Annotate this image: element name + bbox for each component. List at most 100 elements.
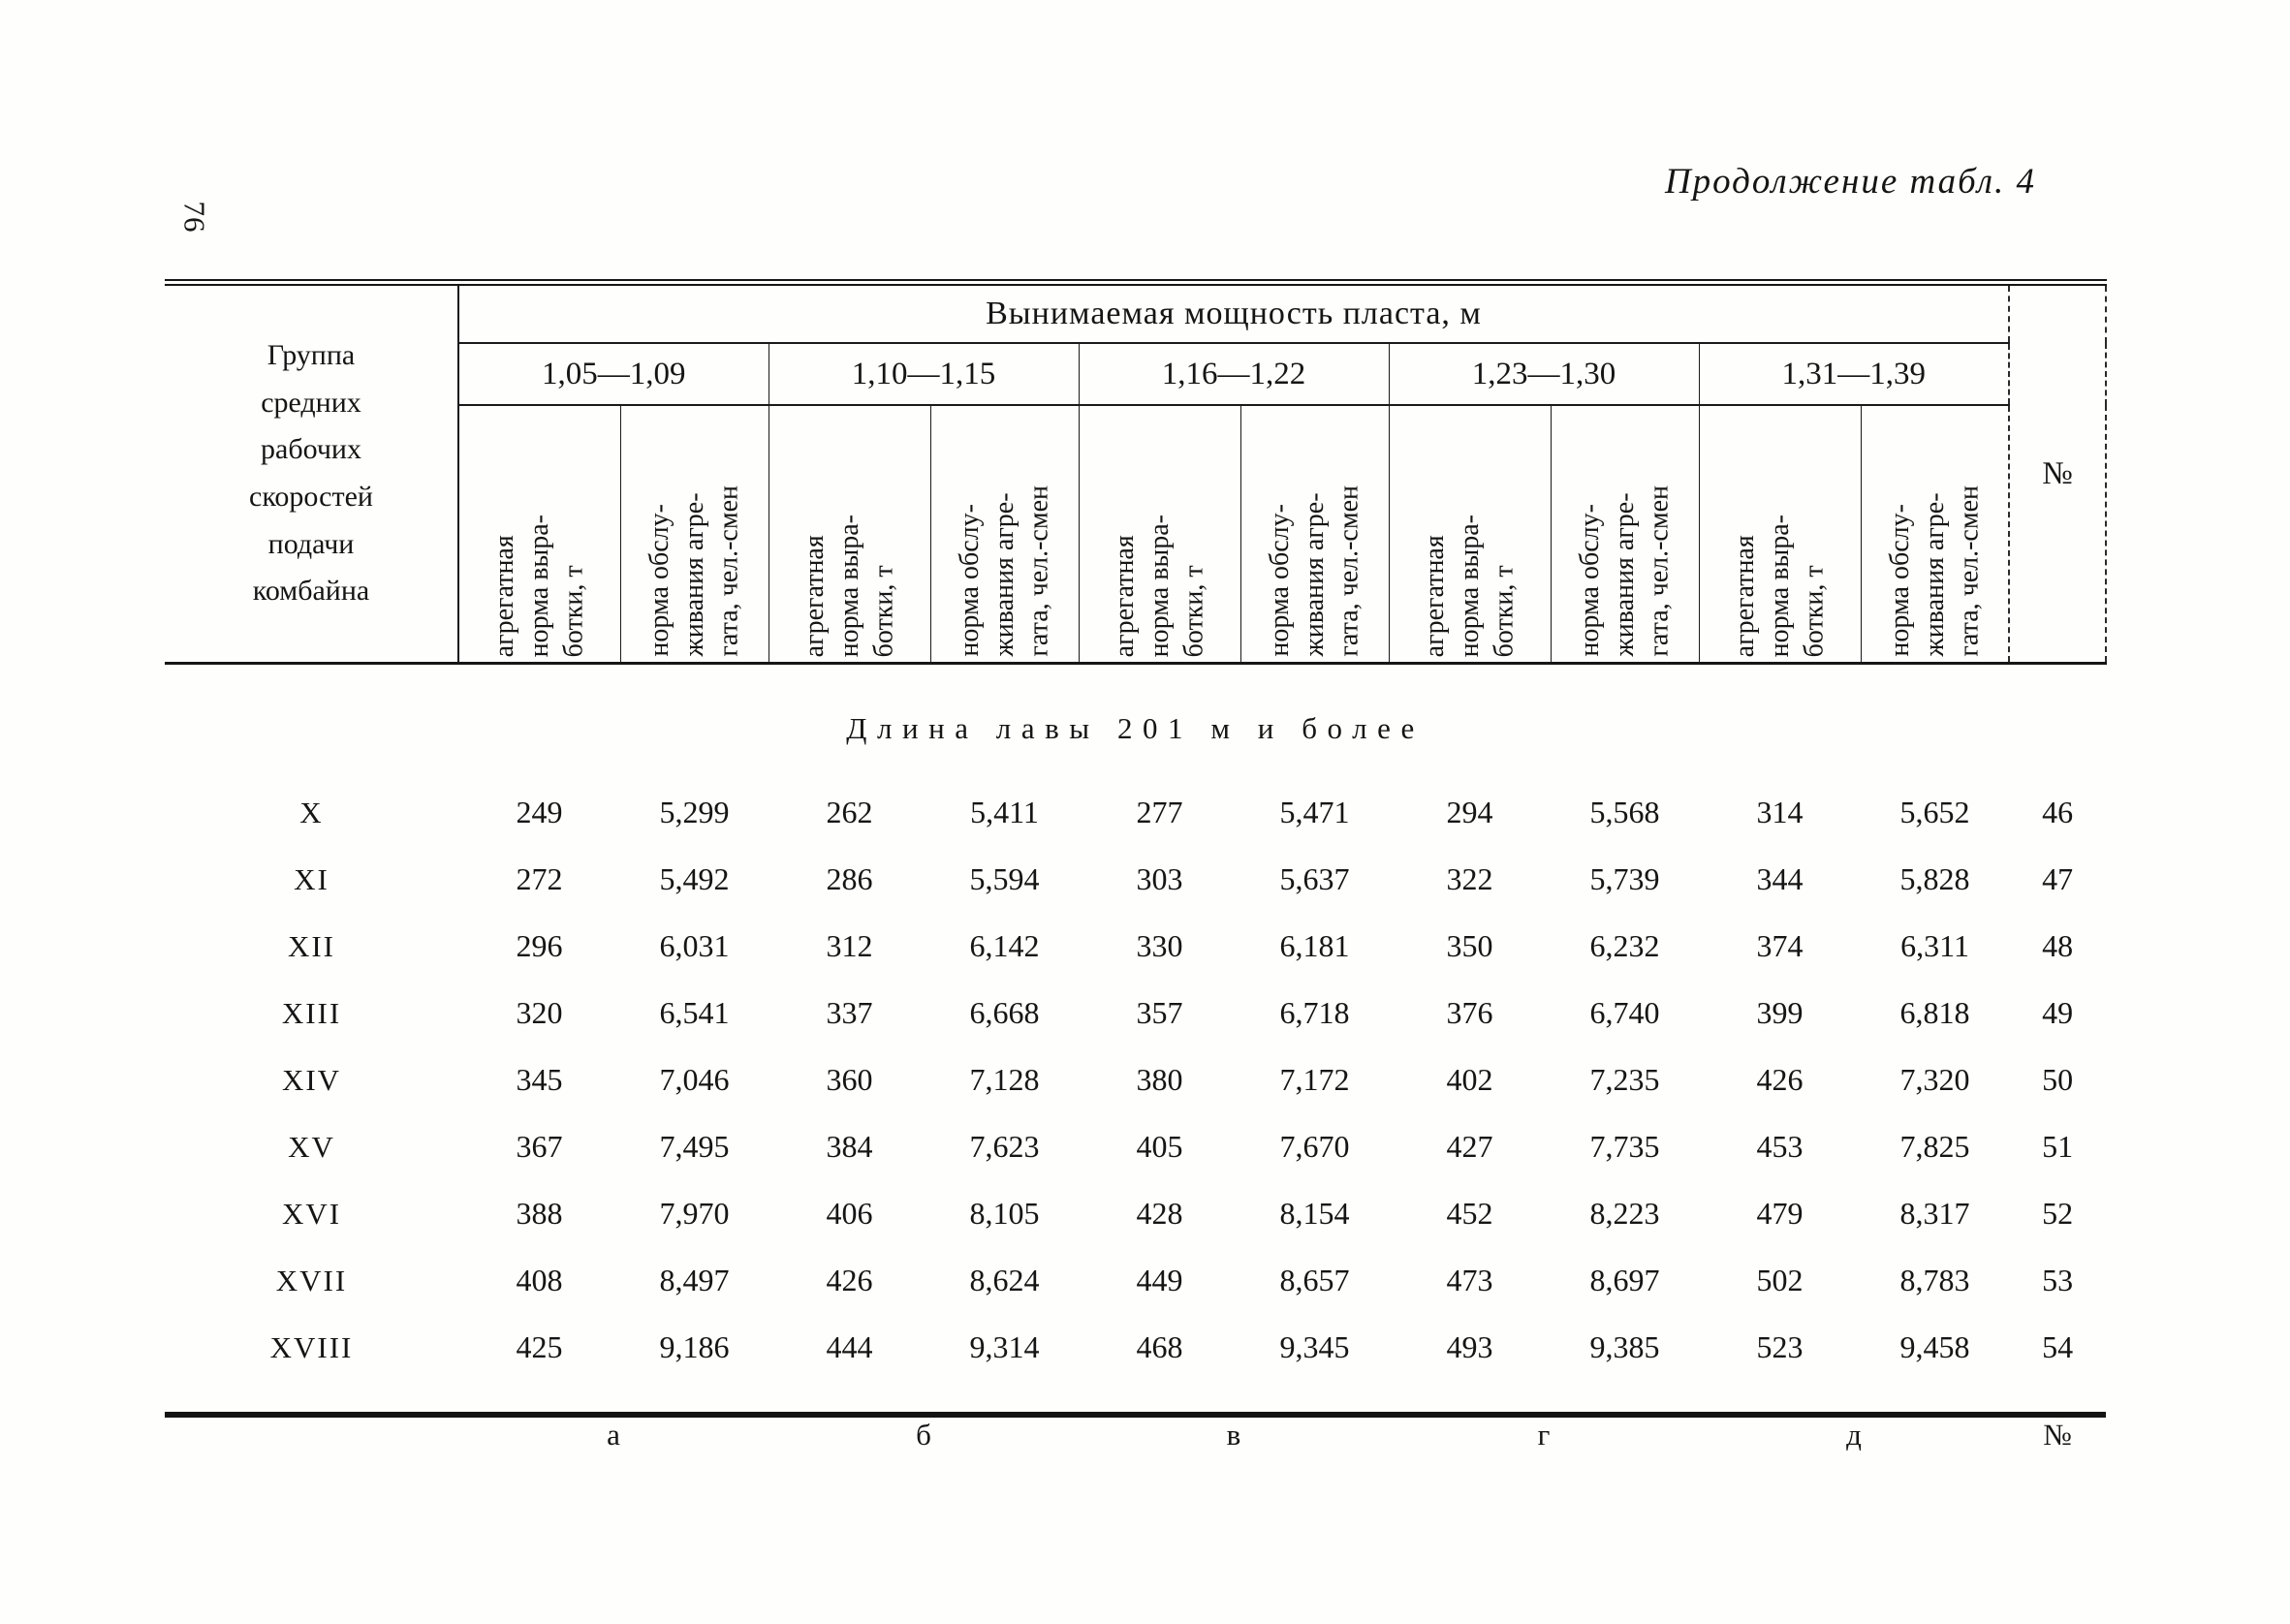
cell-value: 7,495	[659, 1129, 730, 1164]
corner-header: Группа средних рабочих скоростей подачи …	[165, 282, 459, 665]
cell-value: 312	[826, 928, 873, 963]
cell-value: 7,046	[659, 1062, 730, 1097]
cell-value: 428	[1136, 1196, 1183, 1231]
table-row: XVI 388 7,970 406 8,105 428 8,154 452 8,…	[165, 1180, 2106, 1247]
cell-value: 7,128	[969, 1062, 1040, 1097]
table-continuation-title: Продолжение табл. 4	[1664, 162, 2036, 202]
cell-value: 376	[1446, 995, 1493, 1030]
footer-letter: д	[1699, 1412, 2010, 1452]
header-row-span: Группа средних рабочих скоростей подачи …	[165, 282, 2108, 665]
page-number: 76	[173, 186, 215, 248]
cell-value: 473	[1446, 1263, 1493, 1297]
footer-empty-cell	[165, 1412, 458, 1452]
cell-value: 388	[516, 1196, 563, 1231]
footer-letters-row: а б в г д №	[165, 1412, 2107, 1452]
cell-value: 7,825	[1899, 1129, 1970, 1164]
cell-value: 5,411	[970, 795, 1039, 829]
table-row: XV 367 7,495 384 7,623 405 7,670 427 7,7…	[165, 1113, 2106, 1180]
cell-value: 5,637	[1279, 861, 1350, 896]
cell-value: 344	[1756, 861, 1804, 896]
table-row: XIII 320 6,541 337 6,668 357 6,718 376 6…	[165, 980, 2106, 1046]
cell-value: 337	[826, 995, 873, 1030]
cell-row-number: 48	[2042, 928, 2074, 963]
cell-value: 7,735	[1589, 1129, 1660, 1164]
subcol-header-service: норма обслу- живания агре- гата, чел.-см…	[954, 485, 1054, 657]
cell-value: 5,299	[659, 795, 730, 829]
cell-value: 277	[1136, 795, 1183, 829]
table-row: XIV 345 7,046 360 7,128 380 7,172 402 7,…	[165, 1046, 2106, 1113]
cell-value: 7,172	[1279, 1062, 1350, 1097]
table-body: Длина лавы 201 м и более X 249 5,299 262…	[165, 664, 2106, 1416]
cell-value: 5,471	[1279, 795, 1350, 829]
footer-letter: а	[458, 1412, 769, 1452]
cell-value: 406	[826, 1196, 873, 1231]
cell-value: 5,739	[1589, 861, 1660, 896]
cell-value: 6,031	[659, 928, 730, 963]
group-range-header: 1,31—1,39	[1698, 343, 2010, 406]
header-row-groups: 1,05—1,09 1,10—1,15 1,16—1,22 1,23—1,30 …	[165, 343, 2106, 406]
cell-value: 5,652	[1899, 795, 1970, 829]
cell-value: 6,181	[1279, 928, 1350, 963]
table-row: XVIII 425 9,186 444 9,314 468 9,345 493 …	[165, 1314, 2106, 1415]
section-header-row: Длина лавы 201 м и более	[165, 664, 2106, 780]
cell-value: 303	[1136, 861, 1183, 896]
cell-value: 408	[516, 1263, 563, 1297]
cell-value: 399	[1756, 995, 1804, 1030]
cell-value: 384	[826, 1129, 873, 1164]
cell-value: 523	[1756, 1329, 1804, 1364]
cell-value: 6,232	[1589, 928, 1660, 963]
subcol-header-cell: агрегатная норма выра- ботки, т	[1078, 405, 1240, 665]
cell-row-number: 54	[2042, 1329, 2074, 1364]
cell-value: 7,235	[1589, 1062, 1660, 1097]
cell-group: XVI	[281, 1196, 342, 1231]
cell-value: 444	[826, 1329, 873, 1364]
table-row: XVII 408 8,497 426 8,624 449 8,657 473 8…	[165, 1247, 2106, 1314]
subcol-header-service: норма обслу- живания агре- гата, чел.-см…	[1264, 485, 1365, 657]
cell-value: 8,105	[969, 1196, 1040, 1231]
cell-value: 426	[826, 1263, 873, 1297]
cell-group: X	[299, 795, 324, 829]
group-range-header: 1,16—1,22	[1078, 343, 1389, 406]
cell-value: 9,186	[659, 1329, 730, 1364]
cell-value: 468	[1136, 1329, 1183, 1364]
cell-group: XVII	[275, 1263, 348, 1297]
footer-letter: в	[1079, 1412, 1389, 1452]
cell-value: 380	[1136, 1062, 1183, 1097]
cell-value: 7,970	[659, 1196, 730, 1231]
cell-row-number: 53	[2042, 1263, 2074, 1297]
cell-value: 6,718	[1279, 995, 1350, 1030]
subcol-header-output: агрегатная норма выра- ботки, т	[799, 514, 899, 657]
cell-value: 8,657	[1279, 1263, 1350, 1297]
cell-value: 7,320	[1899, 1062, 1970, 1097]
cell-group: XII	[287, 928, 336, 963]
cell-group: XIV	[281, 1062, 342, 1097]
cell-value: 320	[516, 995, 563, 1030]
subcol-header-cell: норма обслу- живания агре- гата, чел.-см…	[619, 405, 769, 665]
subcol-header-cell: норма обслу- живания агре- гата, чел.-см…	[1239, 405, 1389, 665]
cell-value: 426	[1756, 1062, 1804, 1097]
cell-value: 5,568	[1589, 795, 1660, 829]
cell-value: 8,497	[659, 1263, 730, 1297]
table-header: Группа средних рабочих скоростей подачи …	[165, 282, 2108, 665]
cell-value: 374	[1756, 928, 1804, 963]
cell-value: 8,223	[1589, 1196, 1660, 1231]
table-row: X 249 5,299 262 5,411 277 5,471 294 5,56…	[165, 779, 2106, 846]
cell-value: 452	[1446, 1196, 1493, 1231]
group-range-header: 1,05—1,09	[457, 343, 769, 406]
subcol-header-cell: норма обслу- живания агре- гата, чел.-см…	[929, 405, 1079, 665]
cell-value: 345	[516, 1062, 563, 1097]
cell-value: 5,594	[969, 861, 1040, 896]
footer-number-label: №	[2009, 1412, 2107, 1452]
cell-value: 6,668	[969, 995, 1040, 1030]
cell-value: 8,697	[1589, 1263, 1660, 1297]
cell-value: 294	[1446, 795, 1493, 829]
cell-value: 6,311	[1900, 928, 1969, 963]
cell-group: XIII	[281, 995, 342, 1030]
cell-value: 367	[516, 1129, 563, 1164]
cell-value: 8,624	[969, 1263, 1040, 1297]
cell-value: 262	[826, 795, 873, 829]
cell-row-number: 46	[2042, 795, 2074, 829]
cell-value: 449	[1136, 1263, 1183, 1297]
subcol-header-cell: агрегатная норма выра- ботки, т	[1698, 405, 1861, 665]
cell-value: 6,818	[1899, 995, 1970, 1030]
